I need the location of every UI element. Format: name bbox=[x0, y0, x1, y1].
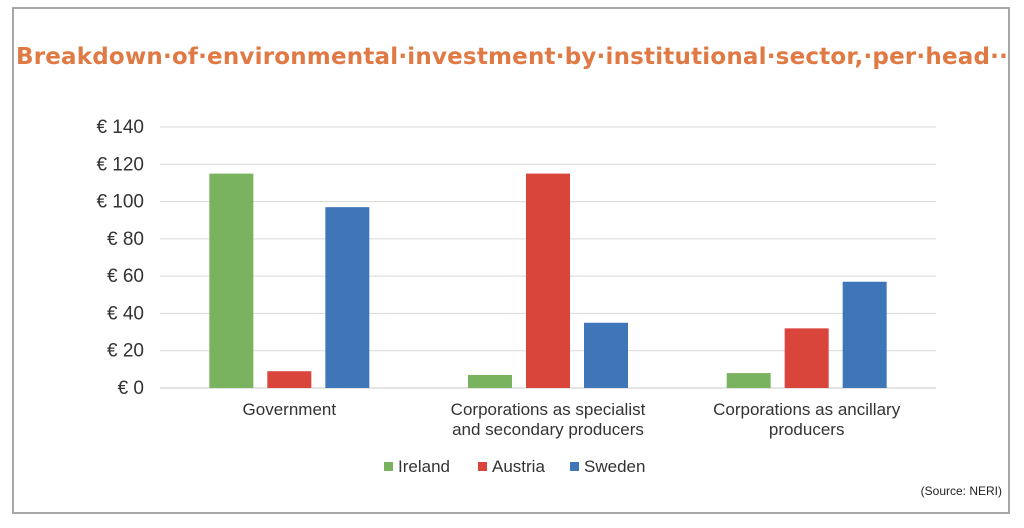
legend-label-sweden: Sweden bbox=[584, 457, 645, 476]
bar-austria bbox=[526, 173, 570, 388]
bar-sweden bbox=[325, 207, 370, 388]
y-tick-label: € 140 bbox=[96, 117, 144, 138]
y-tick-label: € 60 bbox=[107, 266, 144, 287]
category-label: Corporations as ancillary bbox=[713, 400, 901, 419]
bar-sweden bbox=[842, 281, 887, 388]
y-tick-label: € 0 bbox=[118, 378, 144, 399]
bar-ireland bbox=[209, 173, 254, 388]
bar-ireland bbox=[468, 374, 512, 388]
y-tick-label: € 100 bbox=[96, 192, 144, 213]
category-label: producers bbox=[769, 420, 845, 439]
bar-austria bbox=[784, 328, 829, 388]
bars bbox=[209, 173, 887, 388]
source-note: (Source: NERI) bbox=[920, 484, 1002, 498]
bar-austria bbox=[267, 371, 312, 388]
legend-swatch-sweden bbox=[570, 462, 579, 471]
chart-frame bbox=[12, 7, 1010, 514]
y-tick-label: € 40 bbox=[107, 303, 144, 324]
y-tick-label: € 20 bbox=[107, 341, 144, 362]
category-labels: Government Corporations as specialistand … bbox=[243, 400, 901, 439]
y-tick-label: € 120 bbox=[96, 154, 144, 175]
chart-title: Breakdown·of·environmental·investment·by… bbox=[15, 44, 1009, 70]
category-label: Government bbox=[243, 400, 337, 419]
legend: Ireland Austria Sweden bbox=[384, 457, 645, 476]
category-label: Corporations as specialist bbox=[451, 400, 646, 419]
category-label: and secondary producers bbox=[452, 420, 644, 439]
y-tick-label: € 80 bbox=[107, 229, 144, 250]
legend-label-austria: Austria bbox=[492, 457, 545, 476]
y-axis-ticks: € 0 € 20 € 40 € 60 € 80 € 100 € 120 € 140 bbox=[96, 117, 144, 399]
bar-ireland bbox=[726, 373, 771, 388]
bar-sweden bbox=[584, 322, 628, 388]
legend-swatch-ireland bbox=[384, 462, 393, 471]
legend-label-ireland: Ireland bbox=[398, 457, 450, 476]
legend-swatch-austria bbox=[478, 462, 487, 471]
